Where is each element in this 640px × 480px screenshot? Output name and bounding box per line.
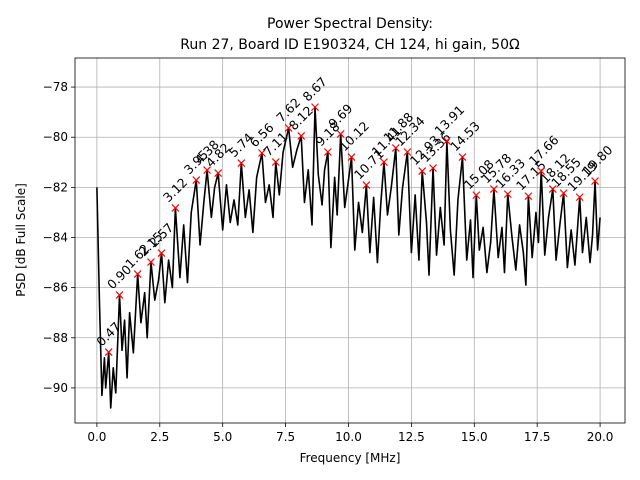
y-axis-label: PSD [dB Full Scale] bbox=[14, 183, 28, 297]
peak-marker bbox=[380, 158, 388, 166]
peak-marker bbox=[537, 167, 546, 175]
peak-marker bbox=[403, 148, 412, 156]
peak-marker bbox=[147, 258, 155, 266]
peak-marker bbox=[524, 192, 533, 201]
peak-marker bbox=[347, 153, 356, 161]
peak-marker bbox=[472, 191, 481, 200]
x-tick-label: 10.0 bbox=[335, 430, 362, 444]
peak-marker bbox=[157, 249, 166, 257]
peak-marker bbox=[575, 193, 584, 202]
peak-marker bbox=[559, 189, 568, 198]
y-tick-label: −78 bbox=[43, 80, 68, 94]
peak-marker bbox=[336, 130, 345, 138]
y-tick-label: −80 bbox=[43, 130, 68, 144]
x-tick-label: 20.0 bbox=[587, 430, 614, 444]
peak-marker bbox=[323, 148, 332, 156]
peak-marker bbox=[192, 176, 201, 185]
psd-line bbox=[96, 106, 601, 409]
peak-marker bbox=[284, 124, 293, 132]
y-tick-label: −82 bbox=[43, 180, 68, 194]
peak-marker bbox=[362, 181, 371, 190]
peak-label: 19.80 bbox=[580, 142, 616, 178]
x-axis-label: Frequency [MHz] bbox=[300, 451, 401, 465]
peak-marker bbox=[311, 103, 319, 112]
peak-marker bbox=[271, 158, 280, 166]
peak-marker bbox=[203, 166, 212, 174]
axes-frame bbox=[74, 57, 626, 424]
chart-subtitle: Run 27, Board ID E190324, CH 124, hi gai… bbox=[180, 37, 520, 53]
peak-marker bbox=[418, 167, 427, 175]
x-tick-label: 12.5 bbox=[398, 430, 425, 444]
chart-title: Power Spectral Density: bbox=[267, 16, 433, 32]
x-tick-label: 15.0 bbox=[461, 430, 488, 444]
x-tick-label: 17.5 bbox=[524, 430, 551, 444]
y-tick-label: −84 bbox=[43, 230, 68, 244]
x-tick-label: 0.0 bbox=[87, 430, 106, 444]
peak-marker bbox=[115, 290, 124, 299]
peak-label: 8.67 bbox=[300, 74, 330, 104]
peak-marker bbox=[503, 190, 512, 199]
peak-marker bbox=[591, 177, 599, 186]
peak-label: 3.12 bbox=[160, 175, 190, 205]
x-tick-label: 5.0 bbox=[213, 430, 232, 444]
peak-marker bbox=[214, 169, 223, 177]
x-tick-label: 7.5 bbox=[276, 430, 295, 444]
peak-marker bbox=[489, 185, 498, 194]
y-tick-label: −86 bbox=[43, 281, 68, 295]
peak-marker bbox=[391, 144, 400, 152]
peak-marker bbox=[104, 348, 113, 356]
peak-marker bbox=[458, 153, 467, 161]
peak-marker bbox=[548, 185, 557, 194]
peak-marker bbox=[429, 164, 437, 172]
peak-marker bbox=[133, 270, 142, 279]
peak-marker bbox=[237, 159, 246, 167]
peak-marker bbox=[258, 149, 266, 157]
peak-marker bbox=[442, 137, 451, 145]
y-tick-label: −88 bbox=[43, 331, 68, 345]
peak-marker bbox=[171, 203, 180, 212]
peak-marker bbox=[297, 132, 306, 140]
x-tick-label: 2.5 bbox=[150, 430, 169, 444]
y-tick-label: −90 bbox=[43, 381, 68, 395]
